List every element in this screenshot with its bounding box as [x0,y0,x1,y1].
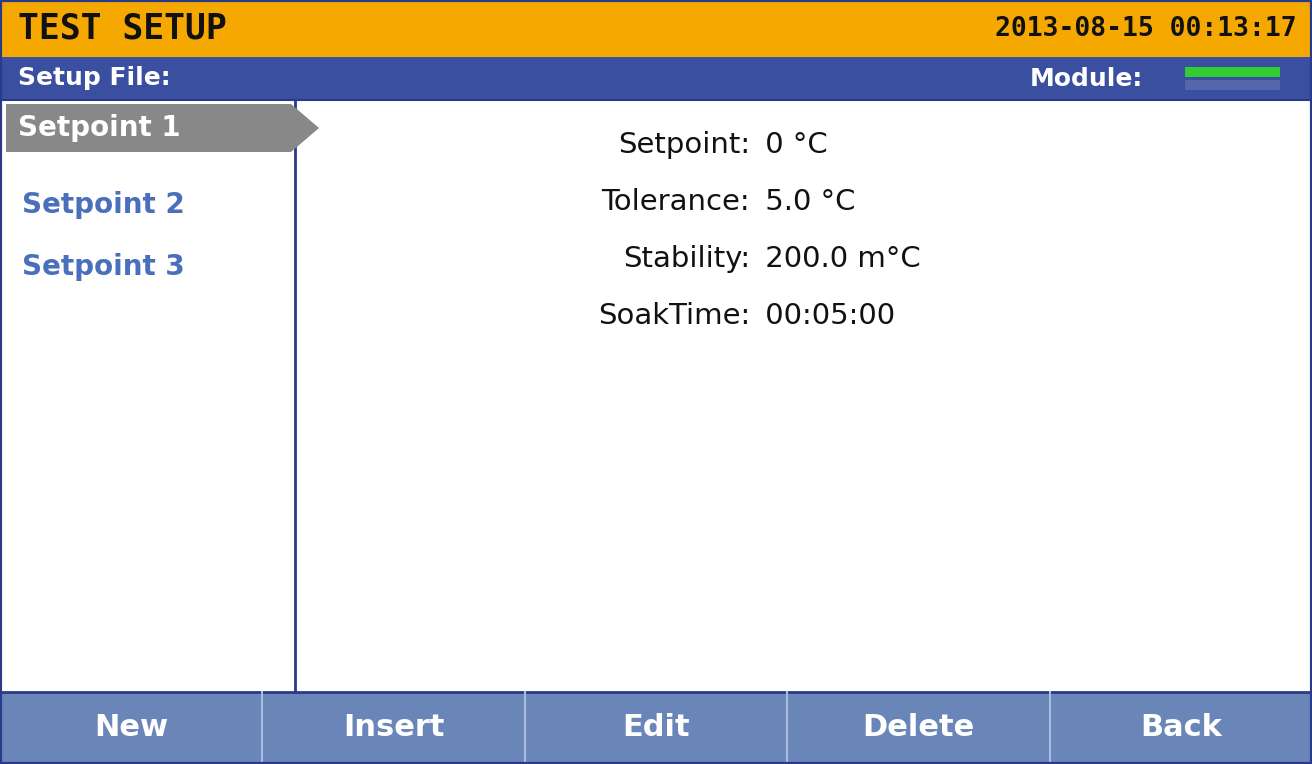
Text: 200.0 m°C: 200.0 m°C [756,245,921,273]
Text: Edit: Edit [622,714,690,743]
Text: Module:: Module: [1030,66,1143,90]
Text: Setpoint 1: Setpoint 1 [18,114,181,142]
Text: New: New [94,714,168,743]
Text: SoakTime:: SoakTime: [598,302,750,330]
Bar [0,692,1312,764]
Text: 2013-08-15 00:13:17: 2013-08-15 00:13:17 [996,15,1298,41]
Text: Setpoint 3: Setpoint 3 [22,253,185,281]
Text: TEST SETUP: TEST SETUP [18,11,227,46]
Text: Setup File:: Setup File: [18,66,171,90]
Bar [0,57,1312,100]
Text: Insert: Insert [342,714,445,743]
Polygon shape [7,104,319,152]
Text: Back: Back [1140,714,1221,743]
Text: 00:05:00: 00:05:00 [756,302,895,330]
Bar [1185,67,1281,77]
Text: Delete: Delete [862,714,975,743]
Bar [0,0,1312,57]
Text: 5.0 °C: 5.0 °C [756,188,855,216]
Text: 0 °C: 0 °C [756,131,828,159]
Text: Tolerance:: Tolerance: [601,188,750,216]
Text: Setpoint 2: Setpoint 2 [22,191,185,219]
Text: Stability:: Stability: [623,245,750,273]
Text: Setpoint:: Setpoint: [618,131,750,159]
Bar [1185,80,1281,90]
